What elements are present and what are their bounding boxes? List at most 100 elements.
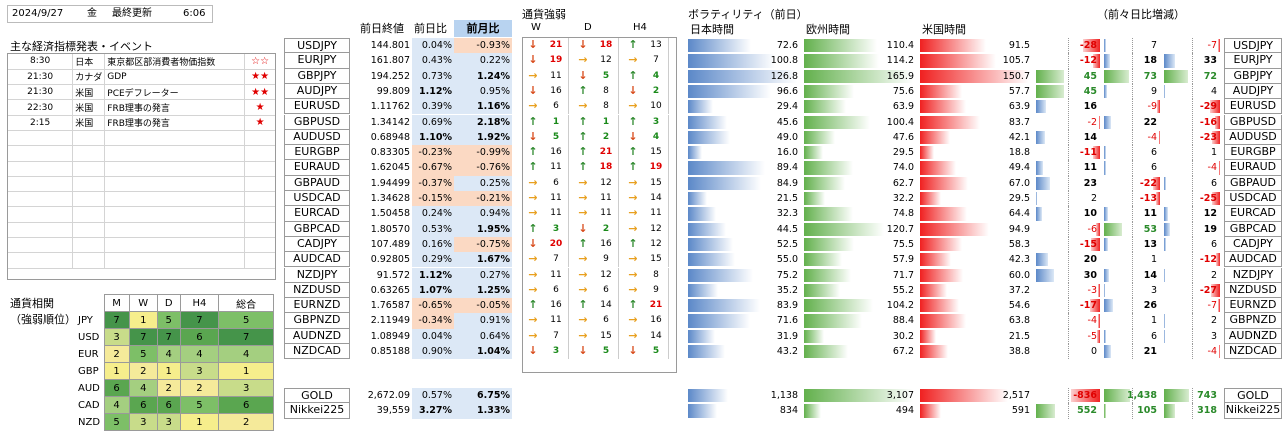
- event-country: [72, 161, 106, 177]
- event-row: 21:30 米国 PCEデフレーター ★★: [8, 84, 275, 101]
- pair-row: GBPAUD 1.94499 -0.37% 0.25% → 6 → 12 → 15 84.9 62.7…: [284, 175, 1282, 191]
- day-change: 0.04%: [412, 38, 454, 54]
- arrow-right-icon: →: [628, 53, 638, 67]
- change-value: -27: [1199, 284, 1217, 296]
- change-divider: [1192, 206, 1193, 222]
- change-value: -23: [1199, 131, 1217, 143]
- strength-rank: 5: [602, 70, 610, 81]
- rank-col-header: H4: [179, 294, 220, 312]
- event-name: PCEデフレーター: [104, 84, 246, 101]
- event-time: [8, 145, 74, 162]
- arrow-right-icon: →: [578, 53, 588, 67]
- rank-currency: CAD: [78, 399, 100, 411]
- rank-cell: 1: [128, 311, 158, 329]
- volatility-bar: [688, 84, 772, 99]
- volatility-jp: 21.5: [688, 191, 800, 206]
- strength-separator: [668, 160, 669, 176]
- rank-cell: 2: [179, 379, 220, 397]
- rank-cell: 1: [156, 362, 181, 380]
- day-change: 1.12%: [412, 267, 454, 283]
- event-name: [104, 191, 246, 208]
- change-value: -9: [1147, 101, 1157, 113]
- strength-separator: [668, 282, 669, 299]
- arrow-right-icon: →: [628, 313, 638, 327]
- change-jp: 10: [1036, 206, 1100, 222]
- change-divider: [1068, 175, 1069, 191]
- pair-name-right: GOLD: [1224, 388, 1282, 404]
- change-bar: [1036, 100, 1046, 114]
- change-us: 318: [1164, 403, 1220, 419]
- strength-separator: [618, 38, 619, 54]
- volatility-value: 55.2: [892, 284, 914, 296]
- arrow-down-icon: ↓: [528, 83, 538, 97]
- pair-row: EURGBP 0.83305 -0.23% -0.99% ↑ 16 ↑ 21 ↑ 15 16.0 29…: [284, 145, 1282, 161]
- change-bar: [1210, 283, 1220, 298]
- prev-close: 99.809: [376, 85, 410, 97]
- change-bar: [1104, 329, 1107, 343]
- day-change: 1.07%: [412, 282, 454, 299]
- volatility-bar: [920, 69, 1029, 83]
- change-value: -6: [1087, 223, 1097, 235]
- arrow-right-icon: →: [528, 267, 538, 281]
- strength-separator: [568, 206, 569, 222]
- rank-col-header: 総合: [218, 294, 274, 312]
- strength-rank: 6: [603, 284, 609, 295]
- volatility-us: 57.7: [920, 84, 1032, 99]
- change-jp: -15: [1036, 236, 1100, 253]
- volatility-eu: 165.9: [804, 69, 916, 84]
- strength-rank: 6: [553, 284, 559, 295]
- change-bar: [1217, 39, 1220, 53]
- change-value: 6: [1150, 330, 1157, 342]
- event-name: [104, 130, 246, 147]
- change-value: 20: [1083, 254, 1097, 266]
- change-divider: [1132, 68, 1133, 84]
- change-jp: -5: [1036, 328, 1100, 344]
- strength-separator: [618, 206, 619, 222]
- pair-name-right: EURUSD: [1224, 99, 1282, 115]
- change-bar: [1036, 176, 1051, 190]
- volatility-jp: 71.6: [688, 313, 800, 328]
- change-divider: [1132, 221, 1133, 237]
- change-divider: [1132, 388, 1133, 404]
- pair-row: GBPNZD 2.11949 -0.34% 0.91% → 11 → 6 → 16 71.6 88.4…: [284, 313, 1282, 329]
- strength-rank: 20: [549, 238, 563, 249]
- strength-rank: 8: [653, 269, 659, 280]
- event-country: [72, 222, 106, 239]
- change-eu: -4: [1104, 129, 1160, 146]
- volatility-value: 57.9: [892, 254, 914, 266]
- volatility-bar: [920, 207, 967, 221]
- volatility-value: 44.5: [776, 223, 798, 235]
- strength-separator: [618, 221, 619, 237]
- volatility-bar: [920, 146, 934, 160]
- volatility-value: 58.3: [1008, 238, 1030, 250]
- arrow-up-icon: ↑: [528, 221, 538, 235]
- strength-rank: 5: [602, 346, 610, 356]
- volatility-jp: 32.3: [688, 206, 800, 221]
- day-change: 0.29%: [412, 252, 454, 268]
- change-bar: [1104, 207, 1108, 221]
- change-bar: [1071, 389, 1100, 403]
- change-us: 2: [1164, 267, 1220, 283]
- strength-rank: 19: [649, 162, 663, 173]
- change-value: -12: [1199, 254, 1217, 266]
- change-us: -7: [1164, 298, 1220, 314]
- event-importance: ★★: [244, 69, 275, 86]
- change-us: 3: [1164, 328, 1220, 344]
- strength-rank: 3: [552, 223, 560, 234]
- event-country: [72, 206, 106, 223]
- volatility-value: 100.8: [770, 55, 798, 67]
- volatility-bar: [804, 54, 880, 68]
- change-bar: [1036, 192, 1038, 206]
- change-jp: 552: [1036, 403, 1100, 419]
- change-eu: 105: [1104, 403, 1160, 419]
- rank-cell: 5: [156, 311, 181, 329]
- strength-rank: 16: [550, 85, 562, 96]
- col-vol: ボラティリティ（前日）: [688, 8, 808, 21]
- volatility-bar: [688, 222, 727, 236]
- change-divider: [1068, 388, 1069, 404]
- change-bar: [1104, 69, 1129, 83]
- strength-separator: [618, 298, 619, 314]
- volatility-bar: [804, 389, 913, 403]
- rank-cell: 3: [156, 413, 181, 431]
- strength-separator: [568, 175, 569, 191]
